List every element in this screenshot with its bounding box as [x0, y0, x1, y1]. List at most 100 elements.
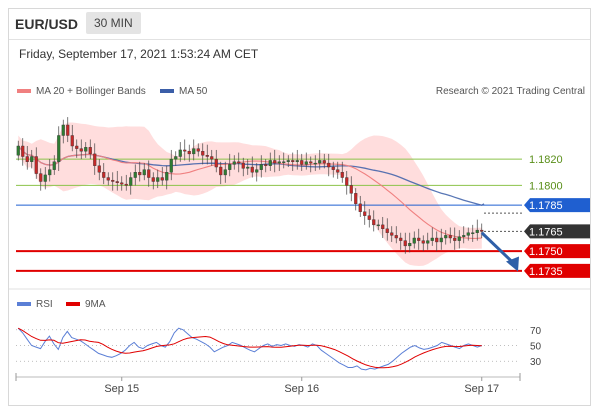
candle: [255, 169, 259, 173]
level-label-1.1765: 1.1765: [529, 226, 563, 238]
level-label-1.1750: 1.1750: [529, 246, 563, 258]
candle: [282, 161, 286, 163]
candle: [322, 160, 326, 164]
level-label-1.1800: 1.1800: [529, 180, 563, 192]
price-plot: 1.1820 1.1800 1.1785 1.1765 1.1750 1.1735: [16, 117, 590, 278]
candle: [88, 147, 92, 155]
candle: [219, 166, 223, 176]
timestamp: Friday, September 17, 2021 1:53:24 AM CE…: [19, 47, 259, 61]
candle: [93, 153, 97, 166]
candle: [241, 162, 245, 169]
legend-rsi-swatch: [17, 302, 31, 306]
interval-tab[interactable]: 30 MIN: [86, 12, 141, 34]
legend-ma50-label: MA 50: [179, 86, 208, 97]
candle: [201, 151, 205, 156]
candle: [444, 235, 448, 239]
level-tag-1.1750: [524, 244, 590, 259]
candle: [106, 177, 110, 181]
candle: [66, 124, 70, 136]
candle: [462, 235, 466, 237]
candle: [336, 169, 340, 173]
candle: [21, 145, 25, 157]
candle: [304, 161, 308, 165]
credit-label: Research © 2021 Trading Central: [436, 86, 585, 97]
candle: [165, 172, 169, 181]
bollinger-band: [18, 122, 482, 266]
candle: [120, 182, 124, 185]
candle: [273, 160, 277, 164]
candle: [340, 172, 344, 178]
candle: [34, 156, 38, 174]
candle: [57, 135, 61, 162]
candle: [75, 145, 79, 149]
candle: [385, 228, 389, 233]
candle: [313, 162, 317, 165]
candle: [408, 243, 412, 247]
forecast-arrow-head: [506, 256, 519, 272]
candle: [142, 169, 146, 176]
candle: [268, 160, 272, 166]
candle: [133, 172, 137, 178]
legend-ma20-swatch: [17, 89, 31, 93]
candle: [192, 148, 196, 155]
candle: [318, 160, 322, 164]
candle: [25, 156, 29, 162]
rsi-plot: 70 50 30: [16, 326, 542, 371]
candle: [43, 174, 47, 182]
candle: [286, 160, 290, 162]
candle: [61, 124, 65, 136]
candle: [156, 177, 160, 182]
candle: [430, 237, 434, 241]
candle: [264, 164, 268, 166]
candle: [331, 166, 335, 170]
candle: [178, 149, 182, 157]
candle: [403, 240, 407, 247]
candle: [480, 229, 484, 232]
candle: [111, 179, 115, 182]
candle: [367, 215, 371, 220]
candle: [52, 161, 56, 170]
candle: [412, 237, 416, 244]
candle: [372, 219, 376, 226]
candle: [16, 145, 20, 156]
candle: [399, 237, 403, 241]
candle: [327, 162, 331, 168]
level-label-1.1785: 1.1785: [529, 200, 563, 212]
candle: [354, 193, 358, 205]
x-tick-label: Sep 16: [284, 383, 319, 395]
x-axis: Sep 15 Sep 16 Sep 17: [15, 373, 521, 395]
candle: [138, 172, 142, 176]
level-label-1.1735: 1.1735: [529, 266, 563, 278]
candle: [417, 237, 421, 241]
candle: [381, 224, 385, 230]
candle: [259, 164, 263, 170]
candle: [435, 237, 439, 243]
candle: [84, 147, 88, 152]
candle: [394, 235, 398, 239]
level-tag-1.1785: [524, 198, 590, 213]
candle: [439, 237, 443, 243]
candle: [174, 156, 178, 160]
candle: [345, 177, 349, 186]
candle: [124, 183, 128, 186]
candle: [453, 237, 457, 241]
candle: [349, 185, 353, 194]
legend-ma50-swatch: [160, 89, 174, 93]
candle: [466, 232, 470, 236]
forecast-arrow: [480, 231, 516, 265]
candle: [237, 161, 241, 164]
level-tag-1.1765: [524, 224, 590, 239]
candle: [214, 158, 218, 168]
candle: [471, 232, 475, 234]
candle: [30, 156, 34, 162]
rsi-tick-70: 70: [530, 326, 542, 337]
rsi-tick-50: 50: [530, 342, 542, 353]
candle: [421, 240, 425, 244]
candle: [97, 165, 101, 173]
legend-ma20-label: MA 20 + Bollinger Bands: [36, 86, 146, 97]
candle: [183, 149, 187, 152]
candle: [102, 172, 106, 178]
candle: [448, 235, 452, 239]
candle: [363, 211, 367, 216]
candle: [300, 160, 304, 165]
